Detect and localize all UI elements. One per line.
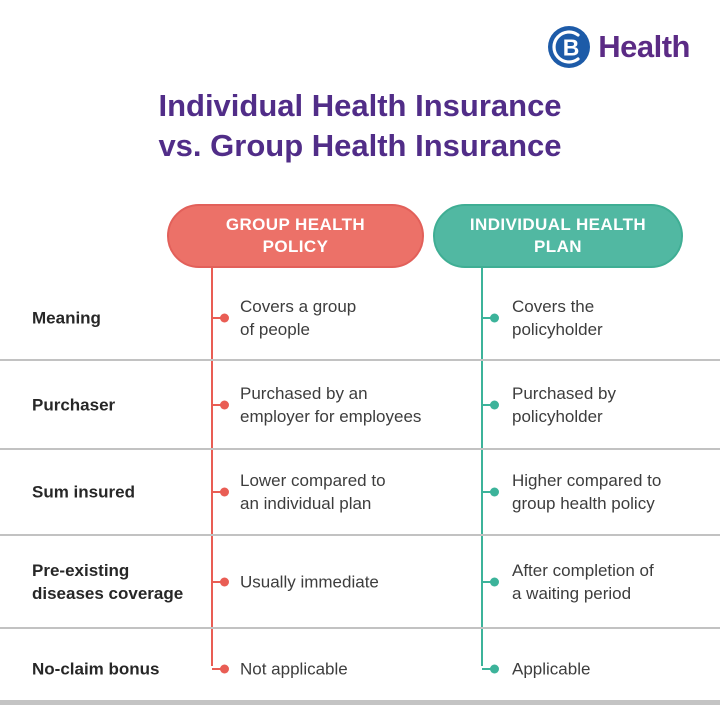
individual-value-cell: Purchased by policyholder [512, 383, 616, 426]
row-label: Sum insured [32, 482, 135, 502]
bottom-divider-bar [0, 700, 720, 705]
brand-monogram-icon: B [548, 26, 591, 68]
individual-branch-dot [482, 313, 499, 322]
row-label: Pre-existing diseases coverage [32, 560, 184, 603]
brand-monogram-letter: B [563, 35, 580, 61]
group-value-cell: Purchased by an employer for employees [240, 383, 422, 426]
individual-branch-dot [482, 577, 499, 586]
comparison-table: Meaning Covers a group of people Covers … [0, 276, 720, 708]
individual-branch-dot [482, 400, 499, 409]
row-label: Purchaser [32, 395, 116, 414]
brand-logo: B Health [548, 26, 690, 68]
individual-value-cell: After completion of a waiting period [512, 560, 654, 603]
table-row: Meaning Covers a group of people Covers … [0, 276, 720, 361]
group-branch-dot [212, 313, 229, 322]
group-column-connector-line [211, 268, 213, 666]
column-header-group-health-policy: GROUP HEALTH POLICY [167, 204, 424, 268]
table-row: Purchaser Purchased by an employer for e… [0, 361, 720, 450]
column-header-individual-health-plan: INDIVIDUAL HEALTH PLAN [433, 204, 683, 268]
row-label: No-claim bonus [32, 659, 160, 678]
group-branch-dot [212, 400, 229, 409]
table-row: Sum insured Lower compared to an individ… [0, 450, 720, 536]
individual-branch-dot [482, 487, 499, 497]
individual-value-cell: Applicable [512, 659, 591, 678]
group-value-cell: Usually immediate [240, 572, 379, 591]
table-row: Pre-existing diseases coverage Usually i… [0, 536, 720, 629]
individual-value-cell: Higher compared to group health policy [512, 471, 662, 513]
group-branch-dot [212, 487, 229, 497]
page-title: Individual Health Insurance vs. Group He… [158, 88, 562, 163]
table-row: No-claim bonus Not applicable Applicable [0, 629, 720, 708]
group-branch-dot [212, 577, 229, 586]
group-value-cell: Not applicable [240, 659, 348, 678]
individual-value-cell: Covers the policyholder [512, 296, 603, 339]
group-branch-dot [212, 664, 229, 673]
group-value-cell: Lower compared to an individual plan [240, 471, 386, 513]
individual-column-connector-line [481, 268, 483, 666]
individual-branch-dot [482, 664, 499, 673]
group-value-cell: Covers a group of people [240, 296, 357, 339]
brand-name: Health [598, 29, 690, 64]
row-label: Meaning [32, 308, 101, 327]
